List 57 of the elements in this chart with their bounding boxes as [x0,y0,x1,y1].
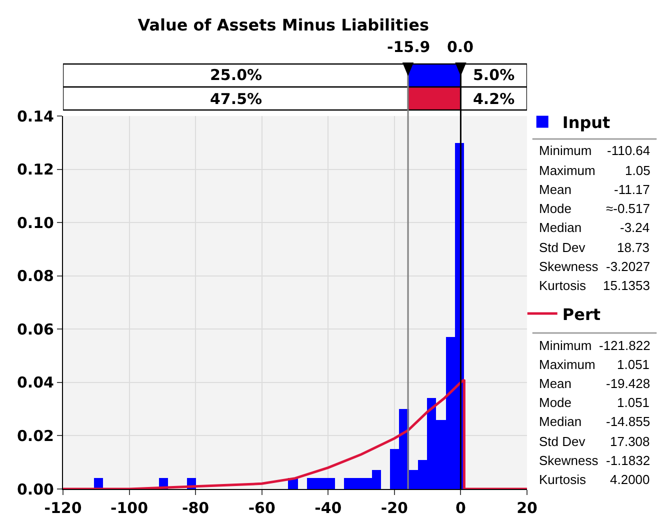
x-tick-label: -60 [248,499,276,517]
text: 1.05 [625,163,650,178]
text: Skewness [539,453,599,468]
text: 15.1353 [603,278,650,293]
y-tick-label: 0.12 [16,160,54,179]
legend-label: Input [562,112,611,132]
text: Median [539,220,582,235]
x-tick-label: -100 [110,499,148,517]
text: 17.308 [610,434,650,449]
text: Std Dev [539,240,586,255]
text: -19.428 [606,376,650,391]
text: Mean [539,182,572,197]
x-tick-label: -120 [44,499,82,517]
text: Mean [539,376,572,391]
y-tick-label: 0.06 [16,320,54,338]
text: Kurtosis [539,278,586,293]
y-tick-label: 0.02 [16,426,54,445]
text: Median [539,414,582,429]
x-tick-label: -40 [314,499,342,517]
text: Mode [539,201,572,216]
text: -3.2027 [606,259,650,274]
y-tick-label: 0.14 [16,107,54,126]
text: -1.1832 [606,453,650,468]
text: -14.855 [606,414,650,429]
text: Minimum [539,338,592,353]
text: 1.051 [617,395,650,410]
x-tick-label: 0 [455,499,466,517]
y-tick-label: 0.10 [16,214,54,232]
text: -121.822 [599,338,650,353]
text: -110.64 [607,143,650,158]
text: -11.17 [614,182,650,197]
text: 25.0% [210,66,262,84]
x-tick-label: -80 [182,499,210,517]
text: Minimum [539,143,592,158]
x-tick-label: 20 [516,499,538,517]
ref-line-label: 0.0 [447,38,474,56]
text: -3.24 [620,220,650,235]
text: Kurtosis [539,472,586,487]
text: Std Dev [539,434,586,449]
text: 4.2% [473,90,515,108]
text: Skewness [539,259,599,274]
text: Maximum [539,357,596,372]
y-tick-label: 0.00 [16,480,54,498]
text: ≈-0.517 [606,201,650,216]
text: 4.2000 [610,472,650,487]
text: 18.73 [617,240,650,255]
text: Mode [539,395,572,410]
text: 47.5% [210,90,262,108]
y-tick-label: 0.04 [16,374,54,392]
text: 1.051 [617,357,650,372]
chart-title: Value of Assets Minus Liabilities [138,16,430,35]
y-tick-label: 0.08 [16,267,54,286]
ref-line-label: -15.9 [387,38,430,56]
text: 5.0% [473,66,515,84]
legend-label: Pert [562,304,601,324]
text: Maximum [539,163,596,178]
x-tick-label: -20 [380,499,408,517]
